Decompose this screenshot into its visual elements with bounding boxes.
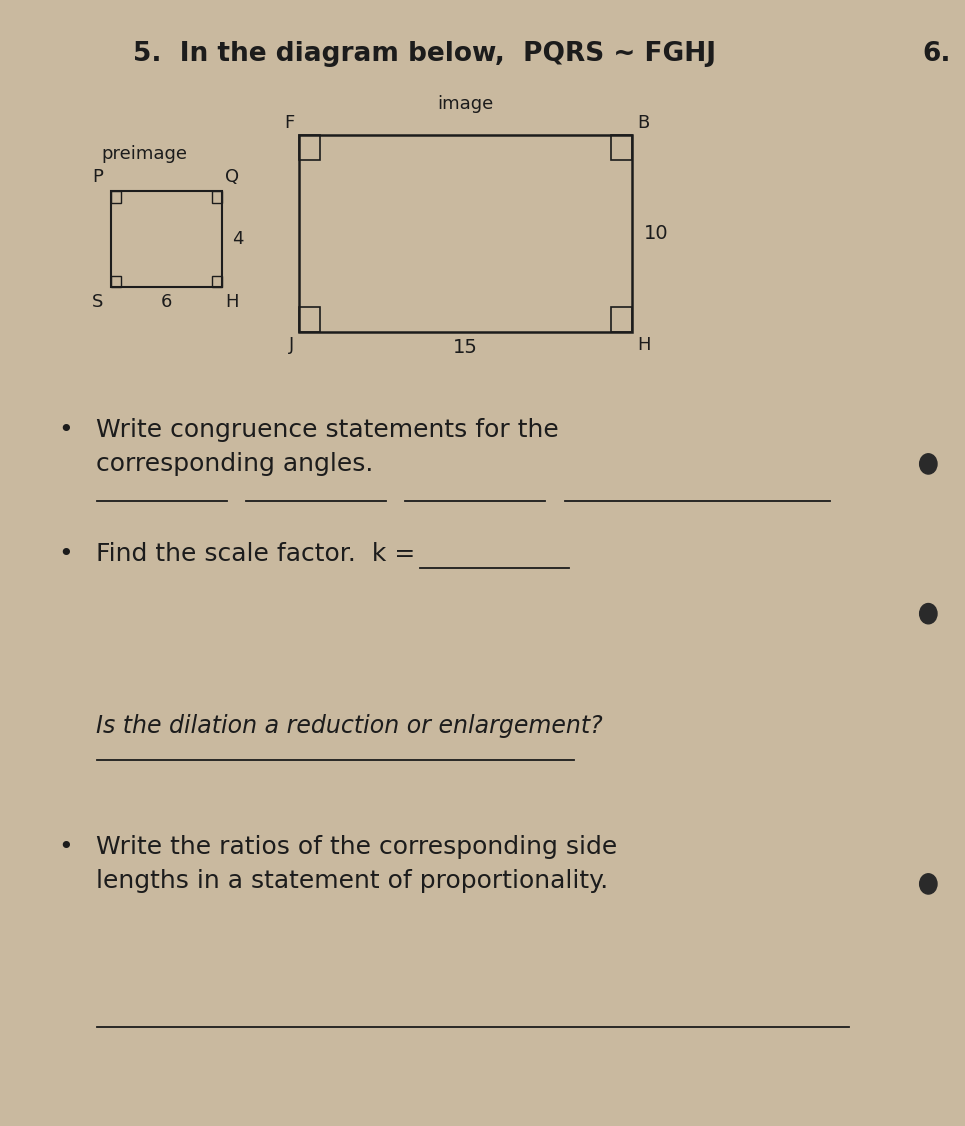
- Text: preimage: preimage: [101, 145, 187, 163]
- Text: lengths in a statement of proportionality.: lengths in a statement of proportionalit…: [96, 868, 609, 893]
- Bar: [299, 135, 320, 160]
- Bar: [212, 191, 222, 203]
- Bar: [611, 135, 632, 160]
- Text: corresponding angles.: corresponding angles.: [96, 452, 373, 476]
- Bar: [111, 191, 121, 203]
- Text: 10: 10: [644, 224, 669, 243]
- Circle shape: [920, 454, 937, 474]
- Text: Write congruence statements for the: Write congruence statements for the: [96, 418, 560, 443]
- Bar: [111, 276, 121, 287]
- Bar: [611, 307, 632, 332]
- Text: Find the scale factor.  k =: Find the scale factor. k =: [96, 542, 424, 566]
- Text: H: H: [637, 336, 650, 354]
- Text: P: P: [93, 168, 103, 186]
- Text: image: image: [437, 95, 494, 113]
- Text: H: H: [225, 293, 238, 311]
- Text: S: S: [92, 293, 103, 311]
- Text: Is the dilation a reduction or enlargement?: Is the dilation a reduction or enlargeme…: [96, 714, 603, 739]
- Text: •: •: [58, 542, 73, 566]
- Text: 6.: 6.: [922, 41, 951, 68]
- Circle shape: [920, 874, 937, 894]
- Bar: [212, 276, 222, 287]
- Text: F: F: [284, 114, 294, 132]
- Text: 15: 15: [454, 338, 478, 357]
- Text: 6: 6: [161, 293, 172, 311]
- Text: •: •: [58, 834, 73, 859]
- Text: •: •: [58, 418, 73, 443]
- Bar: [111, 191, 222, 287]
- Text: 4: 4: [232, 231, 243, 248]
- Circle shape: [920, 604, 937, 624]
- Text: Q: Q: [225, 168, 239, 186]
- Text: J: J: [290, 336, 294, 354]
- Bar: [299, 135, 632, 332]
- Text: B: B: [637, 114, 649, 132]
- Text: Write the ratios of the corresponding side: Write the ratios of the corresponding si…: [96, 834, 618, 859]
- Text: 5.  In the diagram below,  PQRS ~ FGHJ: 5. In the diagram below, PQRS ~ FGHJ: [133, 41, 716, 68]
- Bar: [299, 307, 320, 332]
